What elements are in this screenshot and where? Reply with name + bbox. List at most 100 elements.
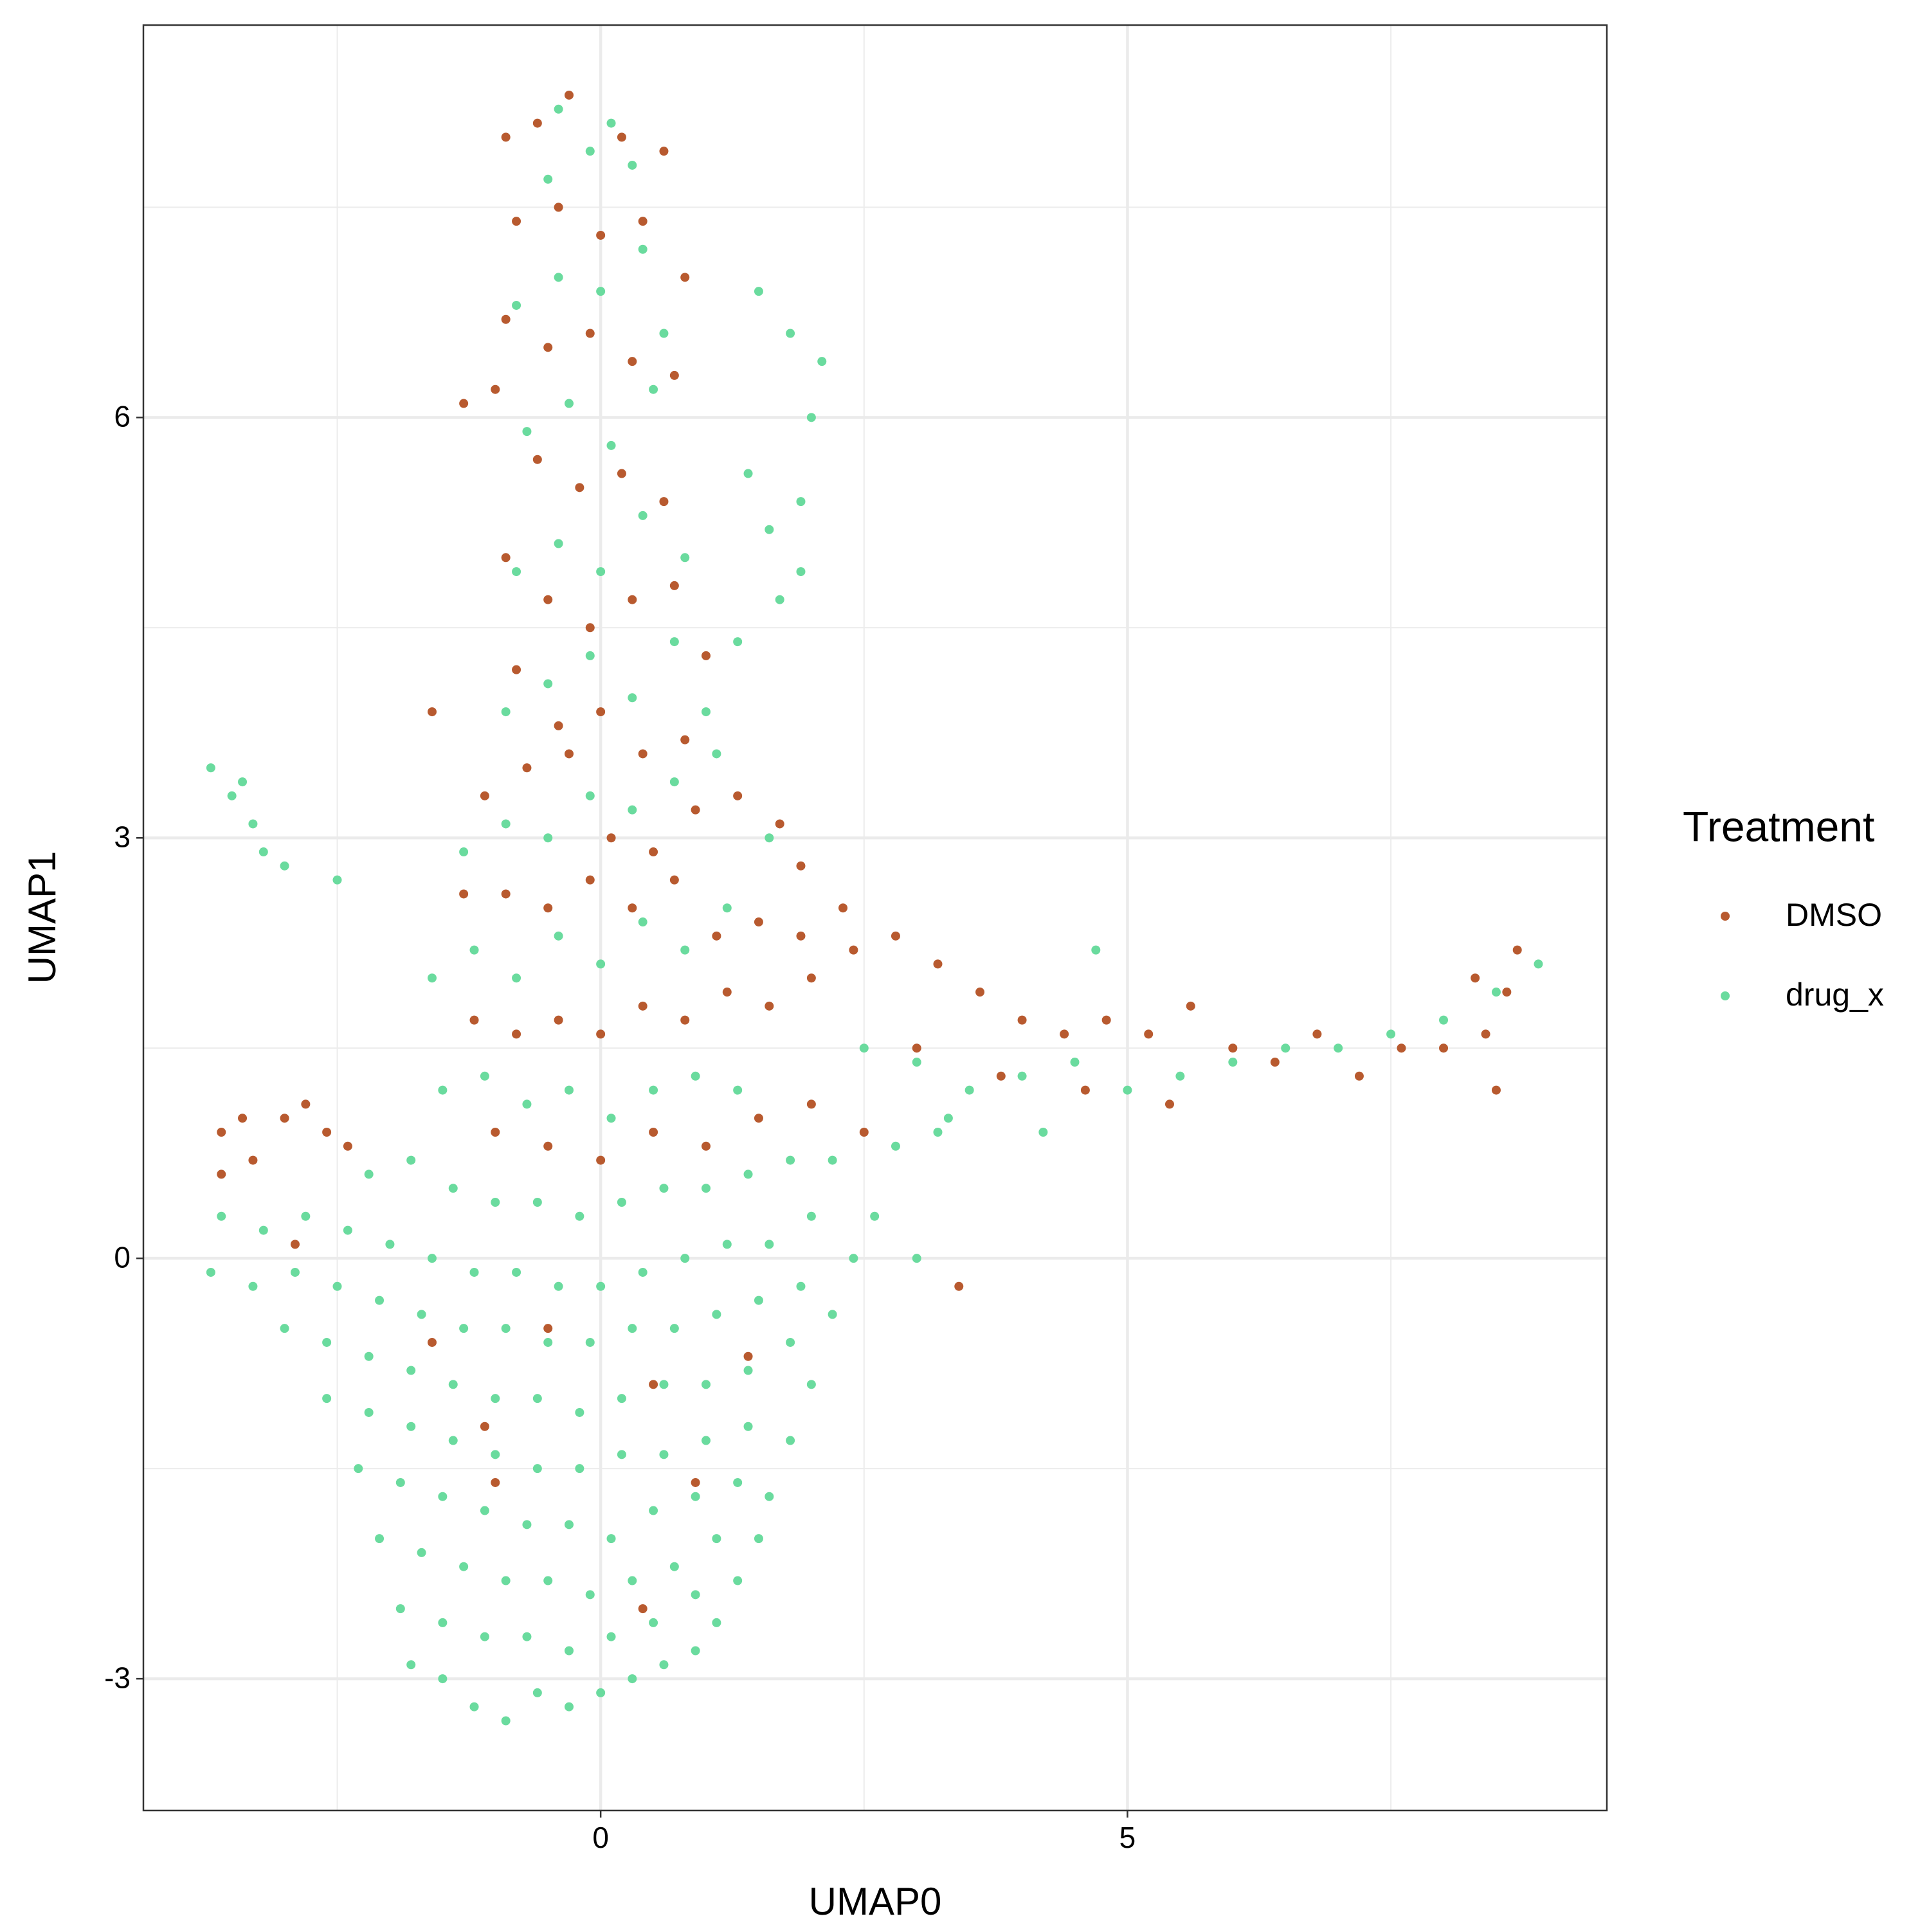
point <box>406 1660 416 1670</box>
legend-key <box>1721 991 1730 1000</box>
point <box>964 1085 974 1095</box>
point <box>733 637 743 647</box>
point <box>828 1310 837 1319</box>
point <box>564 399 574 408</box>
point <box>354 1464 363 1474</box>
point <box>649 1506 658 1515</box>
point <box>702 1380 711 1389</box>
point <box>743 1422 753 1431</box>
point <box>628 595 637 604</box>
point <box>512 1029 521 1039</box>
y-axis-title: UMAP1 <box>21 851 64 984</box>
y-tick-label: 3 <box>114 820 131 853</box>
point <box>733 791 743 800</box>
point <box>459 889 469 899</box>
point <box>1091 945 1101 955</box>
point <box>501 314 511 324</box>
point <box>775 595 784 604</box>
point <box>206 1267 215 1277</box>
point <box>469 1015 479 1025</box>
point <box>491 1197 500 1207</box>
point <box>722 1240 732 1249</box>
point <box>891 1141 900 1151</box>
point <box>912 1058 921 1067</box>
point <box>891 931 900 941</box>
point <box>532 455 542 464</box>
y-tick-label: 6 <box>114 399 131 433</box>
point <box>554 1281 563 1291</box>
point <box>532 1688 542 1697</box>
point <box>1491 988 1501 997</box>
point <box>691 1477 700 1487</box>
point <box>617 1197 626 1207</box>
point <box>806 1380 816 1389</box>
point <box>712 1618 721 1627</box>
point <box>480 791 489 800</box>
point <box>628 357 637 366</box>
point <box>733 1477 743 1487</box>
point <box>469 945 479 955</box>
point <box>796 931 806 941</box>
point <box>585 623 595 633</box>
point <box>406 1422 416 1431</box>
point <box>1017 1071 1027 1081</box>
point <box>522 1632 532 1641</box>
point <box>606 833 616 843</box>
point <box>596 230 606 240</box>
point <box>543 1337 553 1347</box>
point <box>691 805 700 815</box>
point <box>459 399 469 408</box>
point <box>448 1436 458 1445</box>
point <box>491 1128 500 1137</box>
point <box>617 1450 626 1459</box>
point <box>702 651 711 660</box>
point <box>469 1267 479 1277</box>
point <box>512 567 521 577</box>
point <box>564 1702 574 1711</box>
point <box>659 1380 669 1389</box>
point <box>1270 1058 1280 1067</box>
point <box>628 1324 637 1333</box>
point <box>1228 1043 1238 1053</box>
point <box>1123 1085 1132 1095</box>
point <box>943 1114 953 1123</box>
point <box>564 1646 574 1656</box>
point <box>669 370 679 380</box>
point <box>585 651 595 660</box>
point <box>649 1085 658 1095</box>
point <box>669 777 679 787</box>
point <box>564 90 574 100</box>
point <box>975 988 985 997</box>
point <box>680 735 690 745</box>
point <box>459 1324 469 1333</box>
point <box>691 1590 700 1600</box>
point <box>427 1254 437 1263</box>
point <box>712 1534 721 1544</box>
point <box>1017 1015 1027 1025</box>
point <box>438 1085 448 1095</box>
point <box>248 1155 258 1165</box>
point <box>659 1660 669 1670</box>
point <box>1386 1029 1396 1039</box>
point <box>501 132 511 142</box>
point <box>743 1351 753 1361</box>
point <box>680 945 690 955</box>
point <box>691 1646 700 1656</box>
legend: DMSO drug_x <box>1721 897 1884 1013</box>
point <box>796 567 806 577</box>
point <box>596 567 606 577</box>
point <box>1439 1043 1449 1053</box>
point <box>248 1281 258 1291</box>
x-tick-label: 5 <box>1119 1821 1136 1854</box>
point <box>280 1114 289 1123</box>
point <box>638 244 648 254</box>
point <box>585 1590 595 1600</box>
point <box>332 1281 342 1291</box>
point <box>1502 988 1512 997</box>
point <box>301 1099 311 1109</box>
point <box>680 553 690 563</box>
point <box>733 1576 743 1585</box>
point <box>1060 1029 1069 1039</box>
point <box>649 1380 658 1389</box>
